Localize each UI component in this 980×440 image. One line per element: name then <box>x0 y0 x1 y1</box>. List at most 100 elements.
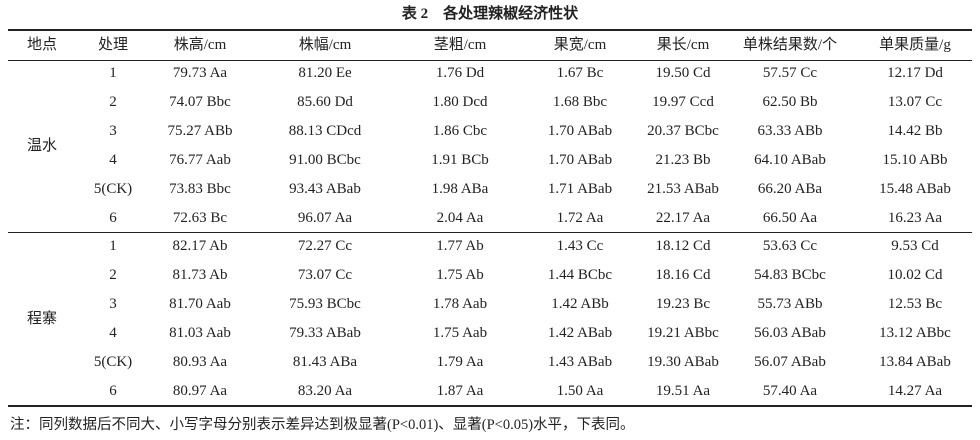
location-cell: 程寨 <box>26 310 58 327</box>
data-cell: 19.50 Cd <box>655 65 711 81</box>
data-cell: 91.00 BCbc <box>289 152 361 168</box>
data-cell: 1.79 Aa <box>436 354 484 370</box>
treatment-cell: 3 <box>109 123 117 139</box>
data-cell: 12.17 Dd <box>887 65 943 81</box>
treatment-cell: 5(CK) <box>93 181 133 197</box>
data-cell: 64.10 ABab <box>754 152 826 168</box>
data-cell: 1.72 Aa <box>556 210 604 226</box>
data-cell: 81.43 ABa <box>292 354 358 370</box>
data-cell: 14.27 Aa <box>887 383 943 399</box>
data-cell: 88.13 CDcd <box>288 123 362 139</box>
data-cell: 1.44 BCbc <box>547 267 613 283</box>
data-cell: 1.42 ABb <box>551 296 609 312</box>
data-cell: 22.17 Aa <box>655 210 711 226</box>
data-cell: 18.16 Cd <box>655 267 711 283</box>
data-cell: 13.84 ABab <box>879 354 951 370</box>
data-cell: 16.23 Aa <box>887 210 943 226</box>
data-cell: 21.23 Bb <box>655 152 711 168</box>
data-cell: 53.63 Cc <box>762 238 818 254</box>
data-cell: 13.12 ABbc <box>879 325 951 341</box>
data-cell: 1.71 ABab <box>547 181 613 197</box>
data-cell: 56.07 ABab <box>754 354 826 370</box>
data-cell: 63.33 ABb <box>757 123 823 139</box>
data-cell: 1.77 Ab <box>436 238 484 254</box>
data-cell: 15.10 ABb <box>882 152 948 168</box>
bottom-rule <box>8 405 972 407</box>
top-rule <box>8 29 972 31</box>
table-note: 注：同列数据后不同大、小写字母分别表示差异达到极显著(P<0.01)、显著(P<… <box>10 417 635 433</box>
data-cell: 1.75 Ab <box>436 267 484 283</box>
data-cell: 55.73 ABb <box>757 296 823 312</box>
data-cell: 79.73 Aa <box>172 65 228 81</box>
group-rule <box>8 232 972 233</box>
data-cell: 62.50 Bb <box>762 94 818 110</box>
data-cell: 82.17 Ab <box>172 238 228 254</box>
data-cell: 73.07 Cc <box>297 267 353 283</box>
header-cell: 单株结果数/个 <box>742 37 838 53</box>
data-cell: 1.75 Aab <box>432 325 488 341</box>
treatment-cell: 3 <box>109 296 117 312</box>
header-cell: 茎粗/cm <box>433 37 487 53</box>
data-cell: 1.43 Cc <box>556 238 604 254</box>
treatment-cell: 1 <box>109 238 117 254</box>
data-cell: 57.57 Cc <box>762 65 818 81</box>
data-cell: 74.07 Bbc <box>169 94 231 110</box>
header-cell: 处理 <box>97 37 129 53</box>
data-cell: 19.30 ABab <box>647 354 719 370</box>
data-cell: 19.23 Bc <box>655 296 711 312</box>
data-cell: 1.68 Bbc <box>552 94 608 110</box>
data-cell: 81.73 Ab <box>172 267 228 283</box>
data-cell: 73.83 Bbc <box>169 181 231 197</box>
header-cell: 果宽/cm <box>553 37 607 53</box>
treatment-cell: 6 <box>109 383 117 399</box>
data-cell: 72.27 Cc <box>297 238 353 254</box>
treatment-cell: 2 <box>109 94 117 110</box>
data-cell: 83.20 Aa <box>297 383 353 399</box>
header-cell: 株高/cm <box>173 37 227 53</box>
data-cell: 56.03 ABab <box>754 325 826 341</box>
data-cell: 81.20 Ee <box>298 65 352 81</box>
data-cell: 66.50 Aa <box>762 210 818 226</box>
data-cell: 1.87 Aa <box>436 383 484 399</box>
data-cell: 76.77 Aab <box>169 152 231 168</box>
data-cell: 81.70 Aab <box>169 296 231 312</box>
data-cell: 1.42 ABab <box>547 325 613 341</box>
header-cell: 株幅/cm <box>298 37 352 53</box>
data-cell: 1.91 BCb <box>431 152 489 168</box>
table-title: 表 2 各处理辣椒经济性状 <box>401 6 579 22</box>
data-cell: 1.67 Bc <box>556 65 604 81</box>
data-cell: 1.50 Aa <box>556 383 604 399</box>
location-cell: 温水 <box>26 137 58 154</box>
data-cell: 79.33 ABab <box>289 325 361 341</box>
data-cell: 1.76 Dd <box>435 65 485 81</box>
treatment-cell: 1 <box>109 65 117 81</box>
data-cell: 96.07 Aa <box>297 210 353 226</box>
data-cell: 2.04 Aa <box>436 210 484 226</box>
data-cell: 80.97 Aa <box>172 383 228 399</box>
data-cell: 81.03 Aab <box>169 325 231 341</box>
data-cell: 54.83 BCbc <box>754 267 826 283</box>
header-rule <box>8 60 972 61</box>
header-cell: 地点 <box>26 37 58 53</box>
treatment-cell: 6 <box>109 210 117 226</box>
treatment-cell: 4 <box>109 152 117 168</box>
data-cell: 72.63 Bc <box>172 210 228 226</box>
header-cell: 单果质量/g <box>879 37 951 53</box>
data-cell: 19.97 Ccd <box>652 94 714 110</box>
data-cell: 18.12 Cd <box>655 238 711 254</box>
data-cell: 1.80 Dcd <box>432 94 488 110</box>
data-cell: 1.98 ABa <box>431 181 489 197</box>
header-cell: 果长/cm <box>656 37 710 53</box>
data-cell: 93.43 ABab <box>289 181 361 197</box>
data-cell: 1.43 ABab <box>547 354 613 370</box>
data-cell: 1.70 ABab <box>547 152 613 168</box>
data-cell: 12.53 Bc <box>887 296 943 312</box>
data-cell: 10.02 Cd <box>887 267 943 283</box>
treatment-cell: 5(CK) <box>93 354 133 370</box>
data-cell: 75.27 ABb <box>167 123 233 139</box>
data-cell: 1.78 Aab <box>432 296 488 312</box>
data-cell: 85.60 Dd <box>297 94 353 110</box>
data-cell: 13.07 Cc <box>887 94 943 110</box>
data-cell: 19.51 Aa <box>655 383 711 399</box>
